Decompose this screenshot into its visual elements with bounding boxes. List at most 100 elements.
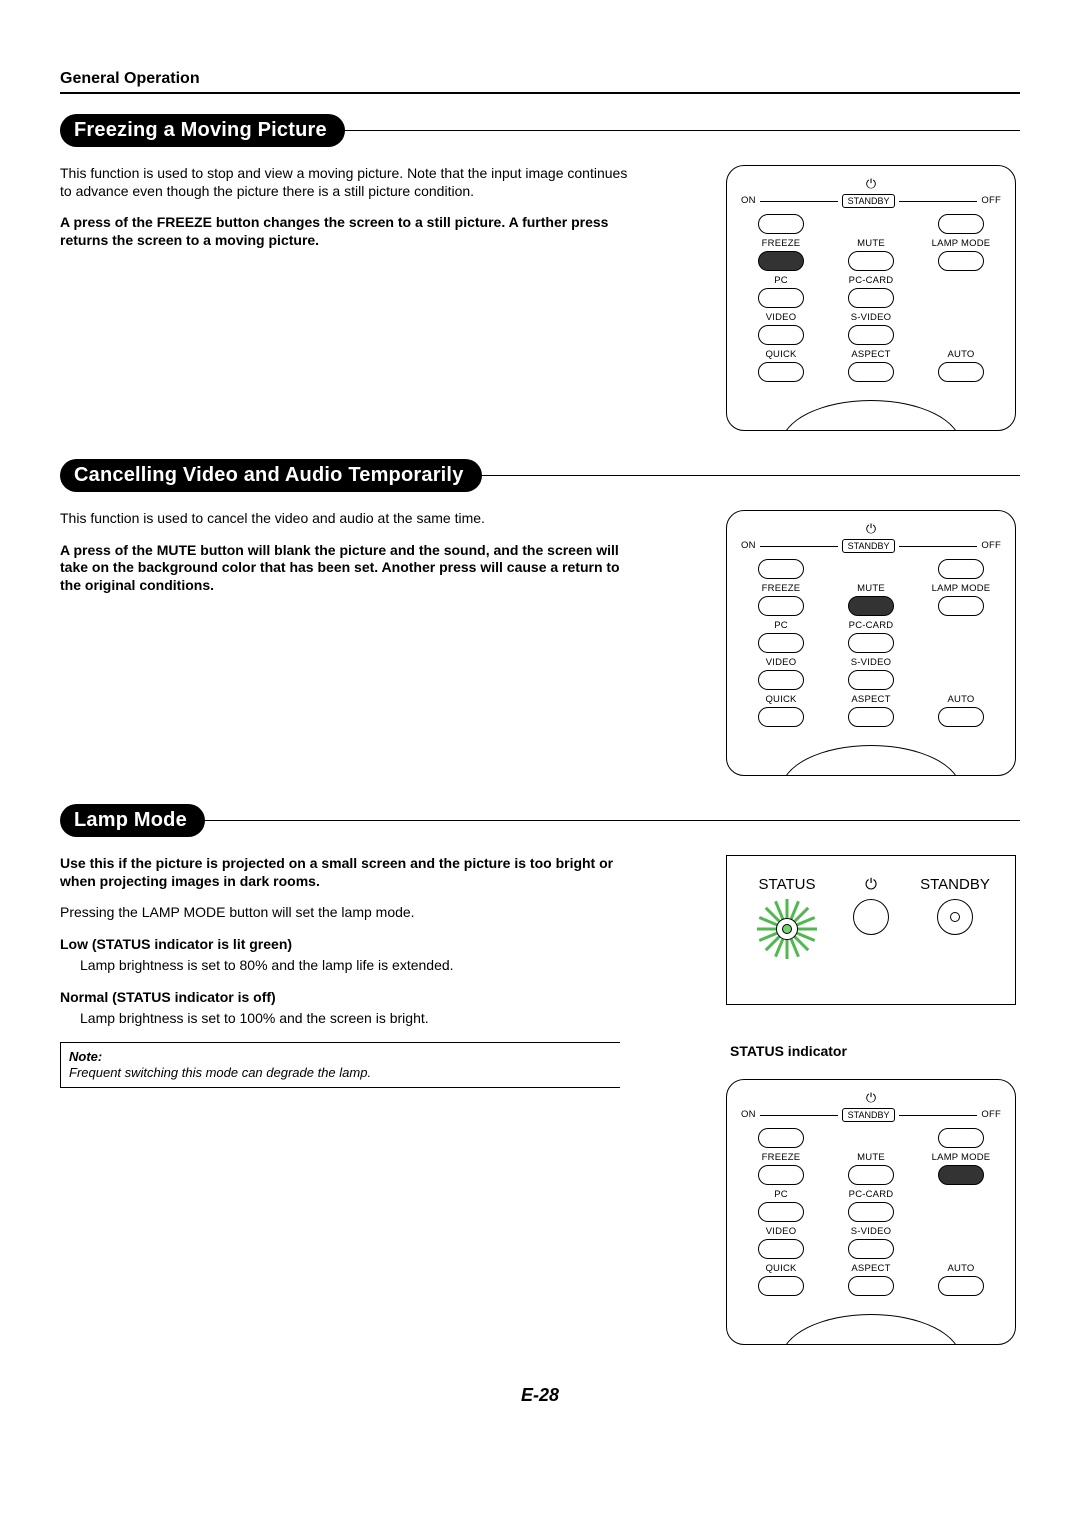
section-title-lamp: Lamp Mode bbox=[60, 804, 205, 837]
auto-button[interactable] bbox=[938, 362, 984, 382]
r-standby: STANDBY bbox=[842, 194, 896, 208]
r-quick-3: QUICK bbox=[741, 1263, 821, 1274]
freeze-p2: A press of the FREEZE button changes the… bbox=[60, 214, 630, 249]
lamp-norm-h: Normal (STATUS indicator is off) bbox=[60, 989, 276, 1005]
power-icon-2: ⏻ bbox=[741, 521, 1001, 537]
pccard-button[interactable] bbox=[848, 288, 894, 308]
r-freeze: FREEZE bbox=[741, 238, 821, 249]
note-text: Frequent switching this mode can degrade… bbox=[69, 1065, 610, 1081]
lamp-p2: Pressing the LAMP MODE button will set t… bbox=[60, 904, 630, 922]
lampmode-button-3[interactable] bbox=[938, 1165, 984, 1185]
r-aspect-3: ASPECT bbox=[831, 1263, 911, 1274]
r-aspect: ASPECT bbox=[831, 349, 911, 360]
video-button-2[interactable] bbox=[758, 670, 804, 690]
pc-button[interactable] bbox=[758, 288, 804, 308]
freeze-button-2[interactable] bbox=[758, 596, 804, 616]
r-standby-3: STANDBY bbox=[842, 1108, 896, 1122]
svideo-button[interactable] bbox=[848, 325, 894, 345]
page-header: General Operation bbox=[60, 70, 1020, 92]
mute-button[interactable] bbox=[848, 251, 894, 271]
text-col-cancel: This function is used to cancel the vide… bbox=[60, 510, 630, 776]
r-auto-3: AUTO bbox=[921, 1263, 1001, 1274]
section-freeze: Freezing a Moving Picture This function … bbox=[60, 114, 1020, 431]
r-freeze-2: FREEZE bbox=[741, 583, 821, 594]
video-button-3[interactable] bbox=[758, 1239, 804, 1259]
r-video-3: VIDEO bbox=[741, 1226, 821, 1237]
note-box: Note: Frequent switching this mode can d… bbox=[60, 1042, 620, 1089]
r-mute-2: MUTE bbox=[831, 583, 911, 594]
video-button[interactable] bbox=[758, 325, 804, 345]
lamp-low-t: Lamp brightness is set to 80% and the la… bbox=[80, 957, 630, 975]
section-line bbox=[341, 130, 1020, 131]
section-title-cancel: Cancelling Video and Audio Temporarily bbox=[60, 459, 482, 492]
header-rule bbox=[60, 92, 1020, 94]
text-col-lamp: Use this if the picture is projected on … bbox=[60, 855, 630, 1345]
aspect-button[interactable] bbox=[848, 362, 894, 382]
cancel-p2: A press of the MUTE button will blank th… bbox=[60, 542, 630, 595]
text-col-freeze: This function is used to stop and view a… bbox=[60, 165, 630, 431]
aspect-button-2[interactable] bbox=[848, 707, 894, 727]
cancel-p1: This function is used to cancel the vide… bbox=[60, 510, 630, 528]
aspect-button-3[interactable] bbox=[848, 1276, 894, 1296]
r-pccard-3: PC-CARD bbox=[831, 1189, 911, 1200]
auto-button-2[interactable] bbox=[938, 707, 984, 727]
r-video-2: VIDEO bbox=[741, 657, 821, 668]
r-pc-2: PC bbox=[741, 620, 821, 631]
pc-button-3[interactable] bbox=[758, 1202, 804, 1222]
r-on-2: ON bbox=[741, 540, 756, 551]
r-svideo: S-VIDEO bbox=[831, 312, 911, 323]
power-icon-3: ⏻ bbox=[741, 1090, 1001, 1106]
mute-button-2[interactable] bbox=[848, 596, 894, 616]
r-video: VIDEO bbox=[741, 312, 821, 323]
r-svideo-2: S-VIDEO bbox=[831, 657, 911, 668]
freeze-button-3[interactable] bbox=[758, 1165, 804, 1185]
r-auto-2: AUTO bbox=[921, 694, 1001, 705]
r-quick: QUICK bbox=[741, 349, 821, 360]
note-title: Note: bbox=[69, 1049, 610, 1065]
remote-1: ⏻ ON STANDBY OFF FREEZE MUTE LAMP MODE P… bbox=[726, 165, 1016, 431]
standby-label: STANDBY bbox=[913, 876, 997, 893]
r-pccard: PC-CARD bbox=[831, 275, 911, 286]
r-lampmode: LAMP MODE bbox=[921, 238, 1001, 249]
r-on: ON bbox=[741, 195, 756, 206]
r-svideo-3: S-VIDEO bbox=[831, 1226, 911, 1237]
lamp-p1: Use this if the picture is projected on … bbox=[60, 855, 630, 890]
r-freeze-3: FREEZE bbox=[741, 1152, 821, 1163]
section-line-3 bbox=[201, 820, 1020, 821]
quick-button[interactable] bbox=[758, 362, 804, 382]
standby-led bbox=[937, 899, 973, 935]
freeze-button[interactable] bbox=[758, 251, 804, 271]
r-quick-2: QUICK bbox=[741, 694, 821, 705]
quick-button-3[interactable] bbox=[758, 1276, 804, 1296]
r-mute-3: MUTE bbox=[831, 1152, 911, 1163]
status-label: STATUS bbox=[745, 876, 829, 893]
r-aspect-2: ASPECT bbox=[831, 694, 911, 705]
auto-button-3[interactable] bbox=[938, 1276, 984, 1296]
r-auto: AUTO bbox=[921, 349, 1001, 360]
power-icon-label: ⏻ bbox=[829, 876, 913, 893]
status-box: STATUS bbox=[726, 855, 1016, 1005]
lampmode-button-2[interactable] bbox=[938, 596, 984, 616]
pc-button-2[interactable] bbox=[758, 633, 804, 653]
r-off-3: OFF bbox=[981, 1109, 1001, 1120]
lamp-norm-t: Lamp brightness is set to 100% and the s… bbox=[80, 1010, 630, 1028]
pccard-button-3[interactable] bbox=[848, 1202, 894, 1222]
lampmode-button[interactable] bbox=[938, 251, 984, 271]
remote-3: ⏻ ON STANDBY OFF FREEZE MUTE LAMP MODE P… bbox=[726, 1079, 1016, 1345]
remote-2: ⏻ ON STANDBY OFF FREEZE MUTE LAMP MODE P… bbox=[726, 510, 1016, 776]
r-pccard-2: PC-CARD bbox=[831, 620, 911, 631]
mute-button-3[interactable] bbox=[848, 1165, 894, 1185]
svideo-button-3[interactable] bbox=[848, 1239, 894, 1259]
quick-button-2[interactable] bbox=[758, 707, 804, 727]
r-off: OFF bbox=[981, 195, 1001, 206]
r-on-3: ON bbox=[741, 1109, 756, 1120]
r-pc-3: PC bbox=[741, 1189, 821, 1200]
status-led-starburst bbox=[757, 899, 817, 959]
section-lamp: Lamp Mode Use this if the picture is pro… bbox=[60, 804, 1020, 1345]
page-number: E-28 bbox=[60, 1385, 1020, 1406]
pccard-button-2[interactable] bbox=[848, 633, 894, 653]
section-line-2 bbox=[478, 475, 1020, 476]
r-mute: MUTE bbox=[831, 238, 911, 249]
svideo-button-2[interactable] bbox=[848, 670, 894, 690]
status-indicator-label: STATUS indicator bbox=[726, 1043, 1016, 1059]
